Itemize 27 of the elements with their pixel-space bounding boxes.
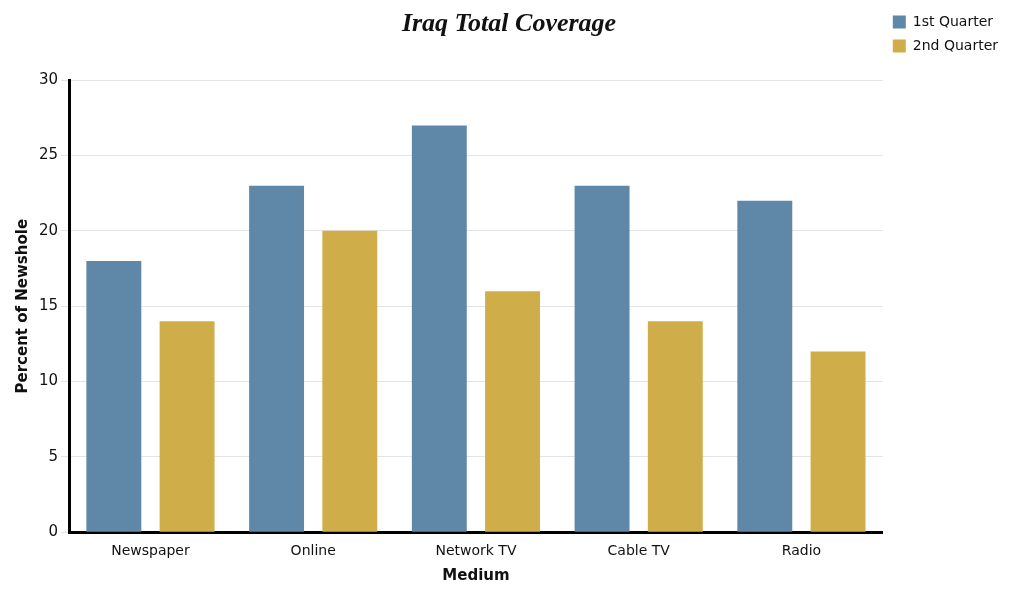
x-tick-label: Newspaper bbox=[111, 542, 190, 559]
x-axis-title: Medium bbox=[442, 565, 510, 584]
x-tick-label: Radio bbox=[781, 542, 822, 559]
y-tick-label: 30 bbox=[38, 70, 59, 89]
y-axis-title: Percent of Newshole bbox=[12, 218, 31, 394]
y-tick-label: 0 bbox=[48, 522, 59, 541]
bar bbox=[647, 321, 703, 532]
chart-title: Iraq Total Coverage bbox=[400, 8, 617, 38]
bar bbox=[810, 351, 866, 532]
y-tick-label: 10 bbox=[38, 371, 59, 390]
bar bbox=[574, 185, 630, 532]
legend-label: 2nd Quarter bbox=[912, 36, 999, 53]
legend-label: 1st Quarter bbox=[912, 12, 994, 29]
bar bbox=[411, 125, 467, 532]
bar bbox=[249, 185, 305, 532]
bar bbox=[737, 200, 793, 532]
bar bbox=[485, 291, 541, 532]
y-tick-label: 5 bbox=[48, 446, 59, 465]
bar bbox=[159, 321, 215, 532]
y-tick-label: 20 bbox=[38, 220, 59, 239]
x-tick-label: Network TV bbox=[435, 542, 517, 559]
bar bbox=[322, 230, 378, 532]
bar bbox=[86, 261, 142, 532]
y-tick-label: 25 bbox=[38, 145, 59, 164]
y-tick-label: 15 bbox=[38, 296, 59, 315]
x-tick-label: Cable TV bbox=[607, 542, 671, 559]
x-tick-label: Online bbox=[290, 542, 336, 559]
